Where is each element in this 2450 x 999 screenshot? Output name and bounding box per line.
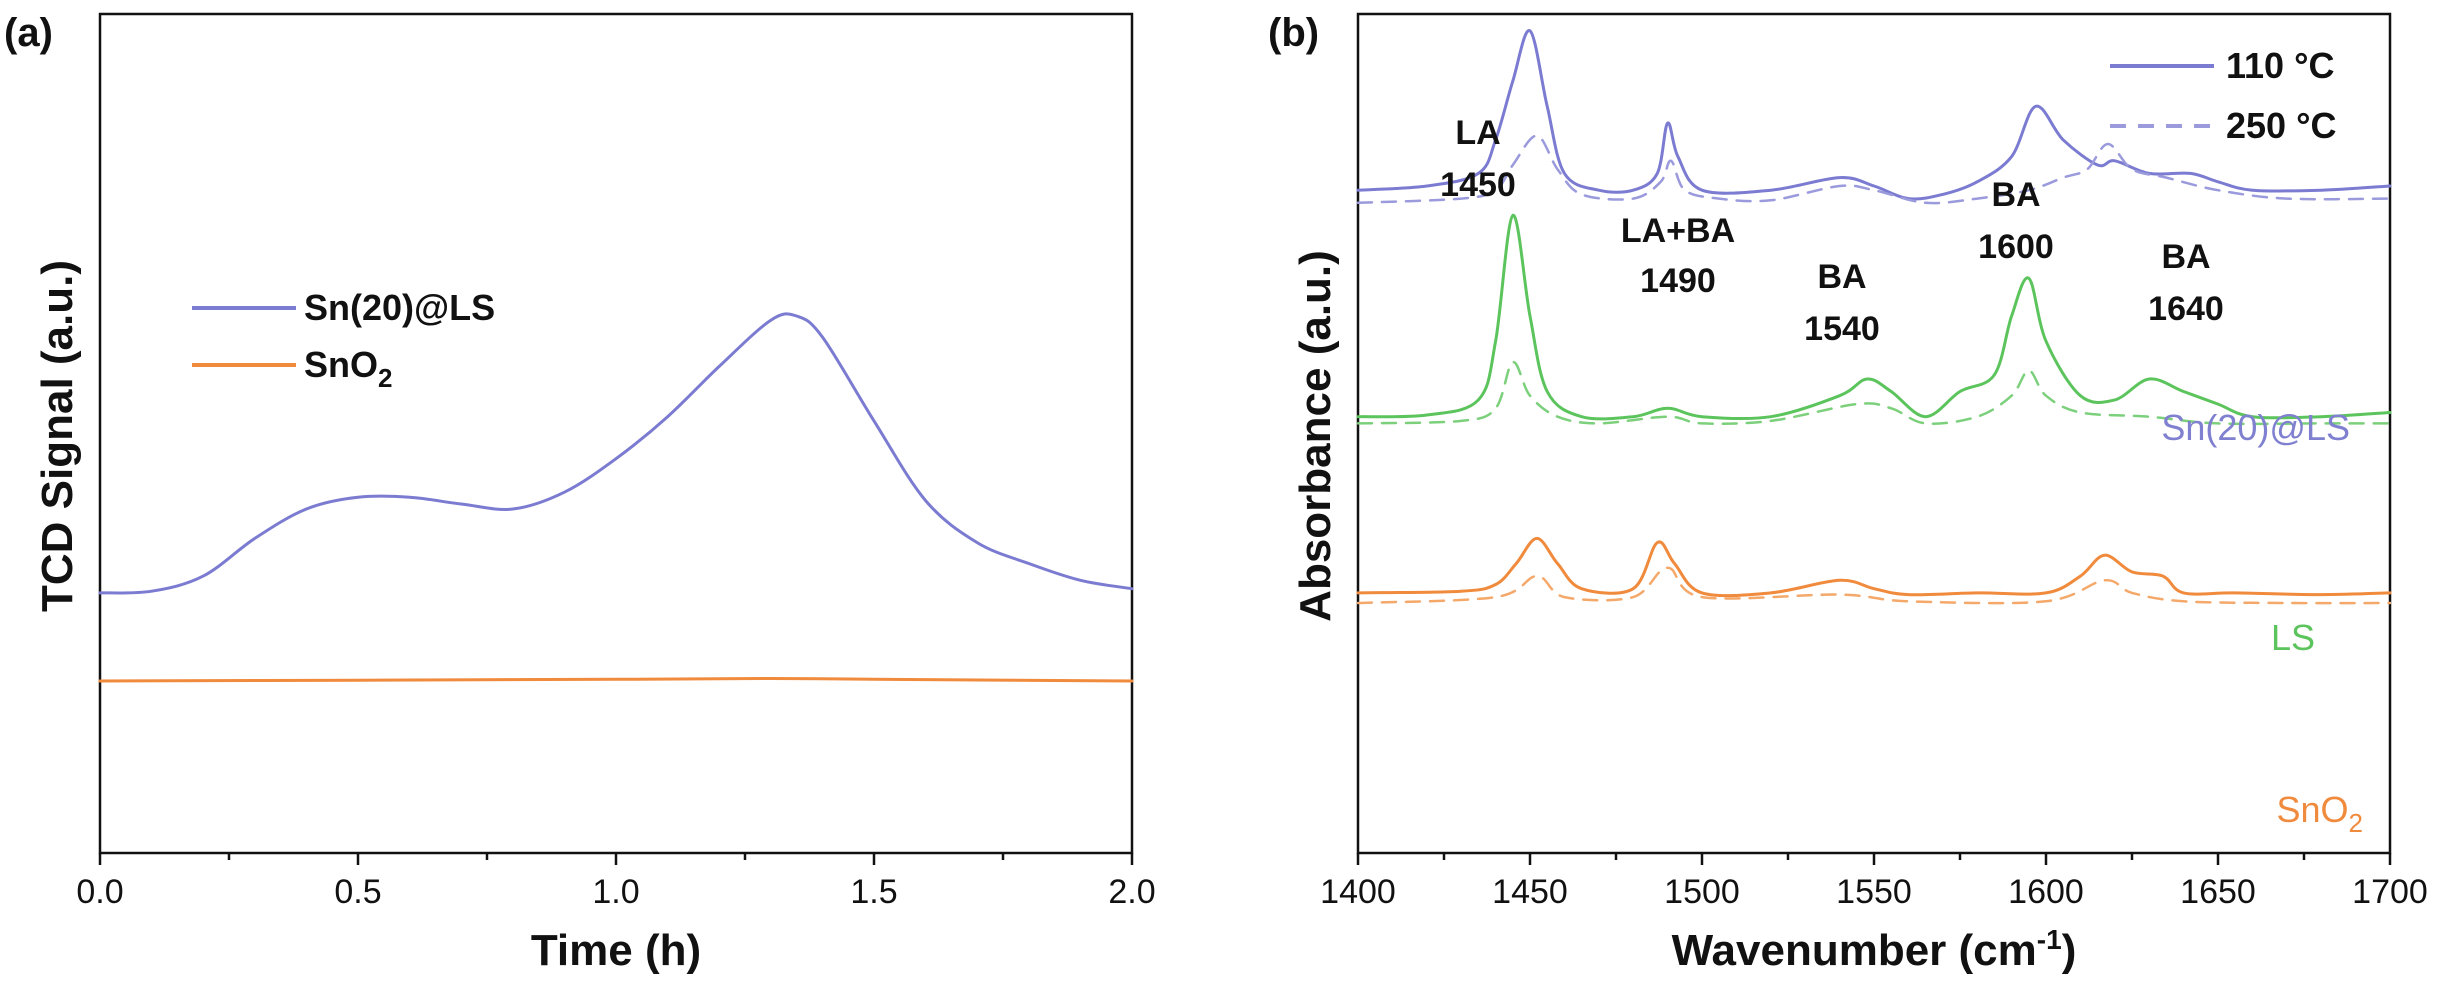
panel-b-series-line [1356,134,2392,205]
panel-b-series-line [1356,213,2392,421]
panel-b-x-tick-label: 1600 [2008,873,2084,911]
panel-a-x-tick-label: 2.0 [1108,873,1155,911]
panel-b-x-tick-label: 1700 [2352,873,2428,911]
sample-label-sno2-sub: 2 [2349,808,2363,838]
panel-b: (b) 1400 1450 1500 1550 1600 1650 1700 Wavenum… [1268,11,2428,975]
peak-annotation-ba-1640: BA [2161,238,2210,276]
sample-label-ls: LS [2271,617,2315,658]
peak-annotation-1540: 1540 [1804,310,1880,348]
panel-a-x-tick-label: 0.0 [76,873,123,911]
panel-b-lines [1356,29,2392,605]
panel-b-series-line [1356,536,2392,598]
panel-b-x-axis-title-end: ) [2062,926,2077,975]
panel-b-x-axis-title: Wavenumber (cm-1) [1672,924,2077,975]
panel-b-series-line [1356,566,2392,605]
panel-b-x-axis-title-main: Wavenumber (cm [1672,926,2037,975]
panel-b-x-tick-label: 1450 [1492,873,1568,911]
panel-b-series-line [1356,360,2392,426]
panel-b-x-axis-title-sup: -1 [2037,924,2062,955]
legend-label-110: 110 °C [2226,45,2334,86]
panel-a-x-tick-label: 1.5 [850,873,897,911]
panel-b-label: (b) [1268,11,1319,55]
peak-annotation-ba-1540: BA [1817,258,1866,296]
panel-b-y-axis-title: Absorbance (a.u.) [1291,250,1340,622]
panel-b-x-tick-label: 1400 [1320,873,1396,911]
panel-a-x-tick-label: 0.5 [334,873,381,911]
panel-b-x-ticks: 1400 1450 1500 1550 1600 1650 1700 [1320,853,2428,911]
legend-label-sno2-main: SnO [304,344,378,385]
peak-annotation-ba-1600: BA [1991,176,2040,214]
legend-label-250: 250 °C [2226,105,2336,146]
sample-labels: Sn(20)@LS LS SnO2 [2161,407,2363,838]
peak-annotation-1450: 1450 [1440,166,1516,204]
panel-a-frame [98,12,1134,855]
panel-a: (a) 0.0 0.5 1.0 1.5 2.0 Time (h) TCD Signal … [4,11,1156,975]
legend-label-sn20ls: Sn(20)@LS [304,287,495,328]
sample-label-sno2: SnO2 [2276,789,2363,838]
panel-b-x-tick-label: 1650 [2180,873,2256,911]
panel-a-x-ticks: 0.0 0.5 1.0 1.5 2.0 [76,853,1156,911]
legend-label-sno2-sub: 2 [378,363,392,393]
panel-a-x-tick-label: 1.0 [592,873,639,911]
peak-annotation-laba: LA+BA [1621,212,1735,250]
panel-a-series-line [98,677,1134,683]
panel-b-x-tick-label: 1550 [1836,873,1912,911]
panel-a-legend: Sn(20)@LS SnO2 [192,287,495,393]
panel-a-y-axis-title: TCD Signal (a.u.) [33,260,82,612]
panel-a-x-axis-title: Time (h) [531,926,701,975]
peak-annotation-1490: 1490 [1640,262,1716,300]
panel-a-series-line [98,312,1134,595]
panel-b-legend: 110 °C 250 °C [2110,45,2336,146]
peak-annotation-la: LA [1455,114,1500,152]
peak-annotations: LA 1450 LA+BA 1490 BA 1540 BA 1600 BA 16… [1440,114,2224,348]
legend-label-sno2: SnO2 [304,344,392,393]
panel-a-label: (a) [4,11,53,55]
panel-b-x-tick-label: 1500 [1664,873,1740,911]
sample-label-sn20ls: Sn(20)@LS [2161,407,2350,448]
panel-a-lines [98,312,1134,683]
peak-annotation-1640: 1640 [2148,290,2224,328]
sample-label-sno2-main: SnO [2276,789,2348,830]
peak-annotation-1600: 1600 [1978,228,2054,266]
